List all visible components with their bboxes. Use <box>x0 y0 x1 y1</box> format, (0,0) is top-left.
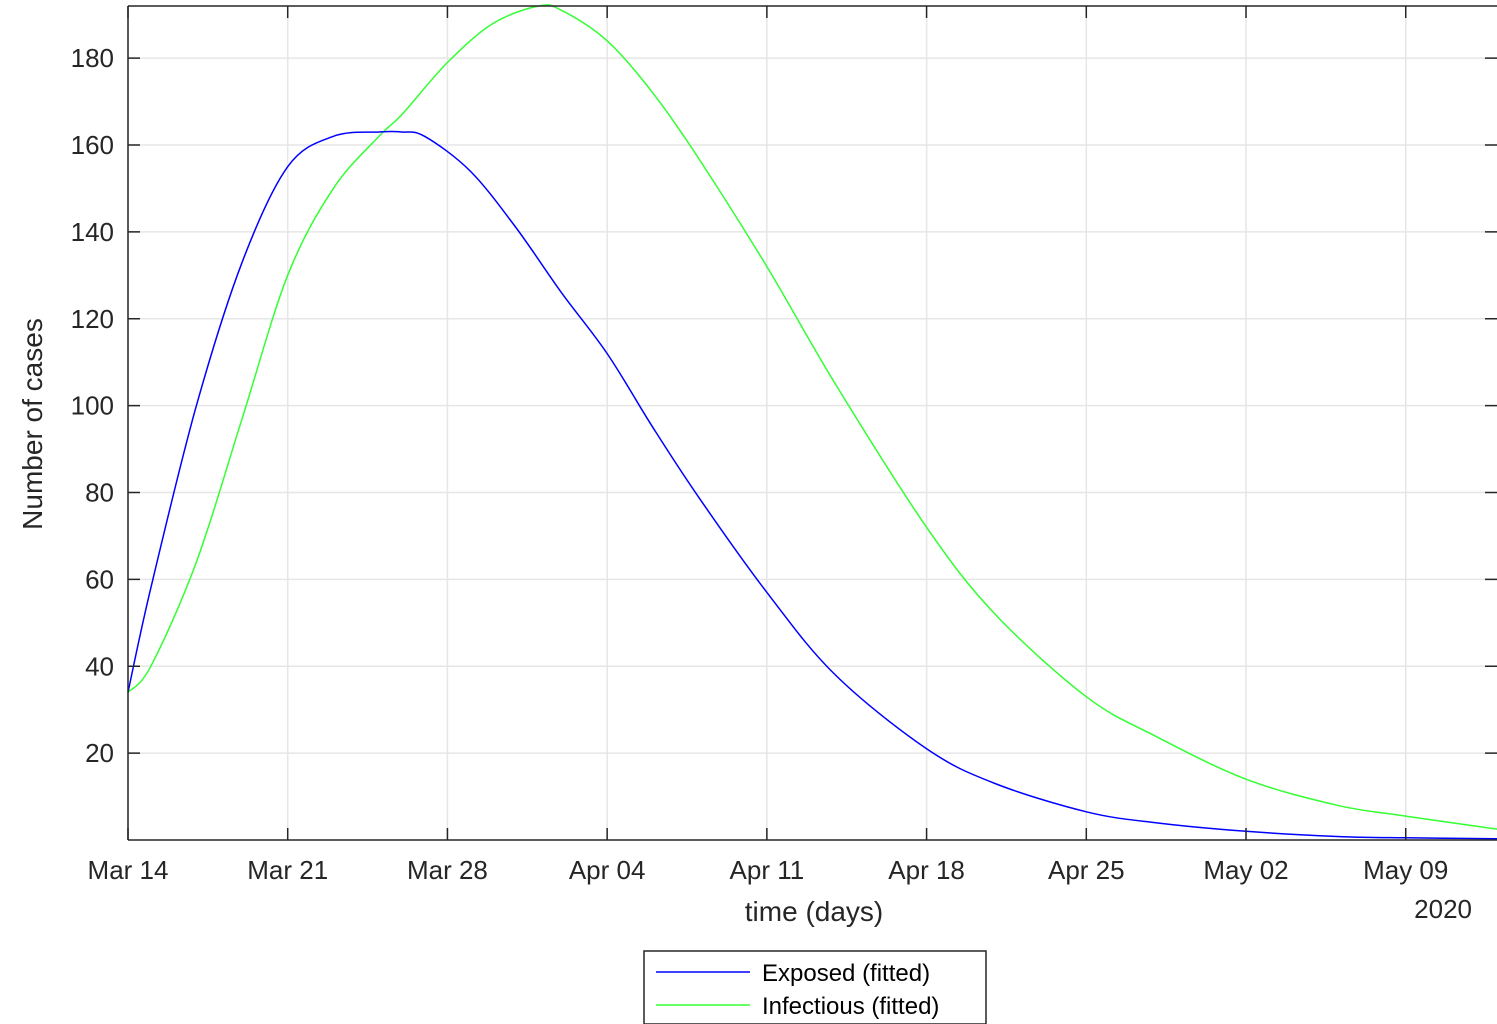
x-tick-label: Apr 25 <box>1048 855 1125 885</box>
legend-label-exposed: Exposed (fitted) <box>762 960 930 987</box>
x-tick-label: Apr 04 <box>569 855 646 885</box>
x-tick-label: Apr 18 <box>888 855 965 885</box>
x-tick-label: May 09 <box>1363 855 1448 885</box>
y-tick-label: 120 <box>71 304 114 334</box>
legend-label-infectious: Infectious (fitted) <box>762 993 939 1020</box>
plot-area <box>128 6 1497 840</box>
y-tick-label: 40 <box>85 651 114 681</box>
x-tick-label: May 02 <box>1203 855 1288 885</box>
y-tick-label: 80 <box>85 478 114 508</box>
y-axis-label: Number of cases <box>17 318 48 530</box>
y-tick-label: 160 <box>71 130 114 160</box>
series-line-exposed <box>127 130 1497 840</box>
legend-box <box>643 950 987 1024</box>
series-line-infectious <box>127 4 1497 830</box>
y-tick-label: 20 <box>85 738 114 768</box>
legend: Exposed (fitted) Infectious (fitted) <box>643 950 987 1024</box>
x-tick-label: Apr 11 <box>730 855 805 885</box>
y-tick-label: 140 <box>71 217 114 247</box>
x-tick-label: Mar 28 <box>407 855 488 885</box>
x-axis-label: time (days) <box>745 896 883 927</box>
grid-lines <box>127 6 1497 840</box>
y-tick-label: 180 <box>71 43 114 73</box>
x-tick-label: Mar 14 <box>88 855 169 885</box>
y-ticks: 20 40 60 80 100 120 140 160 180 <box>71 43 1497 768</box>
x-ticks: Mar 14 Mar 21 Mar 28 Apr 04 Apr 11 Apr 18 Apr … <box>88 6 1448 885</box>
x-axis-secondary-label: 2020 <box>1414 894 1472 924</box>
y-tick-label: 60 <box>85 564 114 594</box>
series-lines <box>127 4 1497 840</box>
y-tick-label: 100 <box>71 391 114 421</box>
x-tick-label: Mar 21 <box>247 855 328 885</box>
